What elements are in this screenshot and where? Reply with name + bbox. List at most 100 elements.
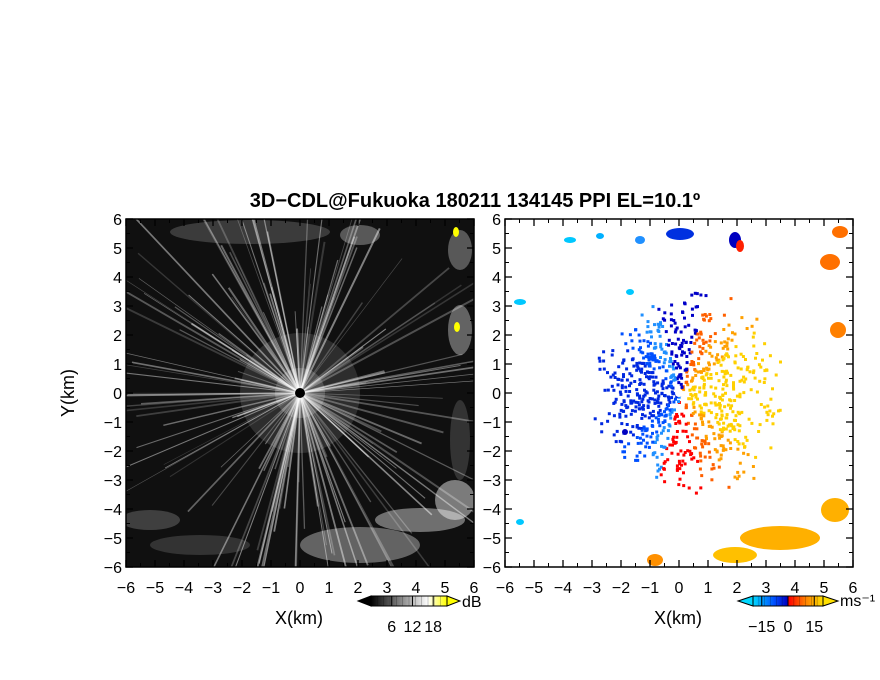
velocity-cell [659,465,663,469]
velocity-cell [670,451,674,455]
velocity-cell [714,356,718,360]
velocity-cell [725,384,729,388]
velocity-cell [716,403,720,407]
velocity-cell [618,412,622,416]
velocity-cell [624,389,628,393]
velocity-cell [693,422,697,426]
velocity-cell [777,409,780,413]
velocity-cell [686,435,690,439]
velocity-cell [722,313,726,317]
velocity-cell [667,395,670,399]
velocity-cell [612,414,616,418]
velocity-cell [642,438,645,442]
velocity-cell [677,395,681,399]
velocity-cell [768,354,772,358]
y-tick-label: 3 [113,299,122,316]
velocity-cell [669,416,673,420]
velocity-cell [659,412,663,416]
velocity-cell [701,375,705,379]
velocity-cell [737,442,741,446]
velocity-cell [639,350,643,354]
velocity-cell [722,328,726,331]
velocity-cell [732,383,735,387]
velocity-cell [641,407,645,411]
reflectivity-ray [126,392,301,412]
velocity-cell [661,387,665,391]
velocity-cell [650,335,653,339]
velocity-cell [721,393,725,397]
velocity-cell [734,414,738,418]
velocity-cell [703,442,707,446]
velocity-cell [702,317,706,321]
velocity-cell [630,409,634,413]
reflectivity-echo [340,225,380,245]
velocity-cell [637,407,641,411]
velocity-cell [679,382,683,386]
velocity-cell [738,379,742,383]
velocity-cell [696,459,700,463]
velocity-cell [710,478,714,482]
velocity-cell [695,338,699,342]
velocity-cell [678,477,682,481]
velocity-cell [726,424,730,428]
velocity-cell [732,387,736,391]
velocity-cell [631,433,635,437]
velocity-echo [647,554,663,566]
reflectivity-ray [299,366,474,394]
velocity-cell [695,292,699,296]
velocity-cell [670,396,674,400]
velocity-cell [647,371,651,374]
velocity-cell [722,375,726,379]
velocity-cell [651,305,655,309]
velocity-cell [694,395,698,399]
velocity-cell [701,313,705,317]
velocity-cell [635,388,639,392]
velocity-cell [719,341,723,345]
velocity-cell [686,421,690,425]
velocity-cell [624,385,628,389]
velocity-cell [646,362,650,366]
velocity-cell [726,403,730,407]
velocity-cell [718,403,722,407]
velocity-cell [736,447,740,451]
reflectivity-ray [299,392,393,567]
velocity-cell [724,380,728,384]
velocity-cell [649,352,653,356]
velocity-cell [620,332,624,336]
reflectivity-ray [294,392,301,567]
velocity-cell [675,468,679,472]
velocity-cell [763,405,767,409]
velocity-cell [719,453,723,457]
reflectivity-ray [126,392,301,468]
reflectivity-ray [256,392,301,567]
velocity-cell [646,340,650,344]
velocity-cell [657,411,660,415]
velocity-cell [729,406,732,410]
velocity-cell [717,422,721,426]
velocity-cell [683,451,687,454]
velocity-cell [631,357,635,361]
y-tick-label: 2 [492,328,501,345]
velocity-cell [607,412,611,416]
velocity-cell [703,402,707,406]
velocity-cell [667,338,671,342]
velocity-cell [669,312,673,316]
velocity-echo [820,254,840,270]
velocity-cell [660,391,664,395]
reflectivity-ray [299,392,369,458]
velocity-cell [635,368,639,372]
x-tick-label: −6 [117,580,135,597]
velocity-cell [690,452,694,456]
velocity-cell [759,403,763,406]
velocity-cell [686,383,690,387]
velocity-cell [661,429,665,433]
velocity-cell [688,388,692,392]
velocity-cell [684,429,688,433]
velocity-cell [719,457,723,461]
velocity-cell [657,325,661,329]
velocity-cell [670,352,674,356]
velocity-cell [633,380,637,383]
reflectivity-ray [299,219,309,394]
velocity-cell [654,345,658,349]
y-tick-label: 6 [113,212,122,229]
